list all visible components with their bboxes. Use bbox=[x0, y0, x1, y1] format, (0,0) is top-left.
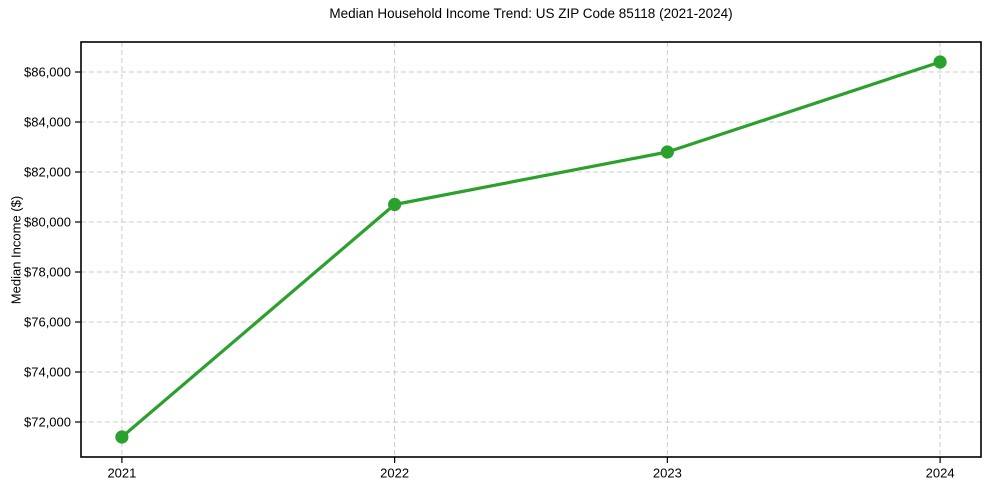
data-point-marker bbox=[660, 145, 674, 159]
y-tick-label: $78,000 bbox=[24, 265, 71, 280]
data-point-marker bbox=[115, 430, 129, 444]
x-tick-label: 2023 bbox=[653, 466, 682, 481]
y-tick-label: $82,000 bbox=[24, 165, 71, 180]
x-tick-label: 2024 bbox=[926, 466, 955, 481]
chart-title: Median Household Income Trend: US ZIP Co… bbox=[329, 6, 733, 21]
data-point-marker bbox=[933, 55, 947, 69]
y-tick-label: $76,000 bbox=[24, 315, 71, 330]
y-tick-label: $72,000 bbox=[24, 415, 71, 430]
y-tick-label: $86,000 bbox=[24, 65, 71, 80]
x-tick-label: 2021 bbox=[107, 466, 136, 481]
y-tick-label: $74,000 bbox=[24, 365, 71, 380]
data-point-marker bbox=[388, 197, 402, 212]
y-tick-label: $80,000 bbox=[24, 215, 71, 230]
plot-frame bbox=[80, 41, 982, 458]
trend-line bbox=[120, 60, 942, 439]
x-tick-label: 2022 bbox=[380, 466, 409, 481]
y-tick-label: $84,000 bbox=[24, 115, 71, 130]
